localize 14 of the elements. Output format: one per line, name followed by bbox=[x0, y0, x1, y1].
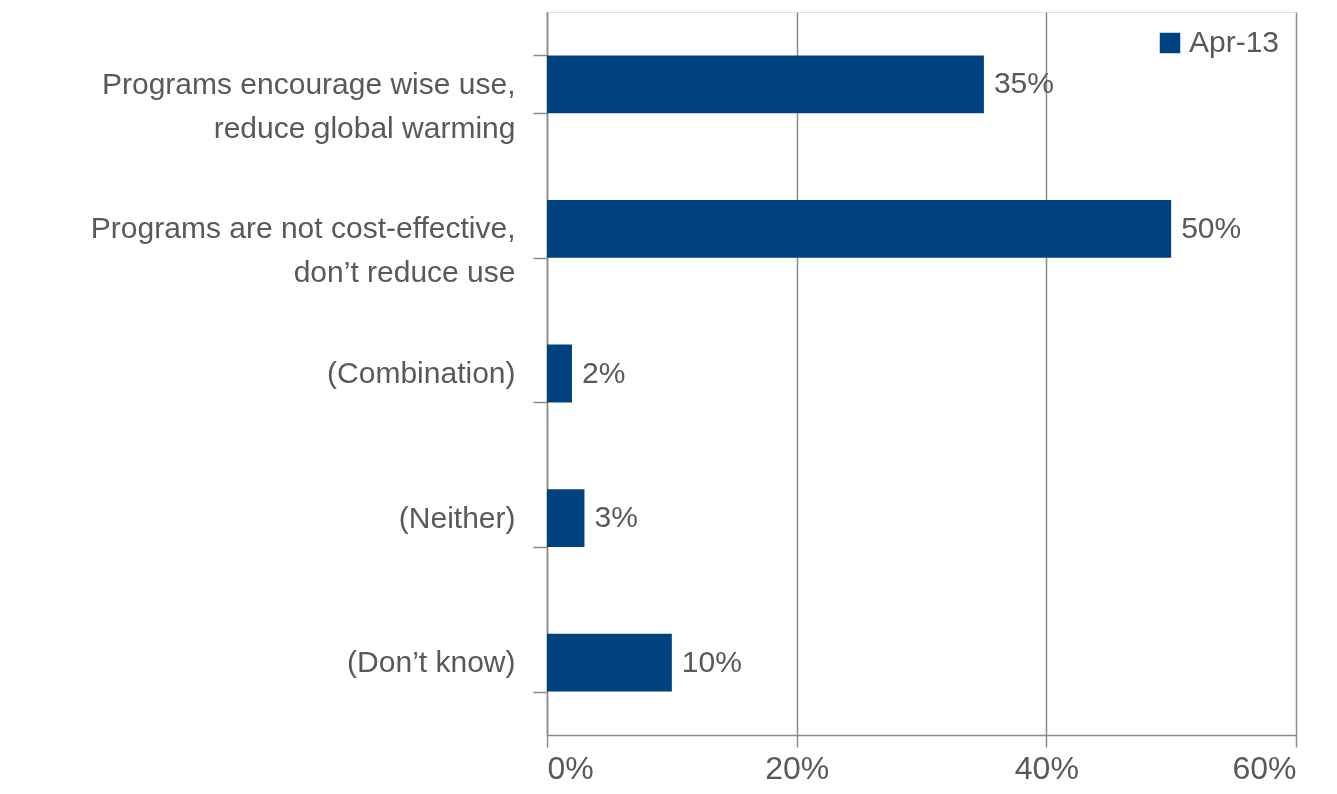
y-tick-label: Programs are not cost-effective, don’t reduce use bbox=[90, 211, 516, 289]
data-label: 10% bbox=[681, 644, 742, 678]
y-tick-label: (Combination) bbox=[327, 356, 516, 389]
legend-label: Apr-13 bbox=[1189, 25, 1280, 58]
y-tick-label: (Neither) bbox=[398, 500, 516, 534]
x-tick-label: 40% bbox=[1014, 749, 1079, 786]
data-label: 50% bbox=[1181, 210, 1242, 244]
data-label: 2% bbox=[581, 355, 626, 389]
data-label: 3% bbox=[594, 500, 638, 534]
y-tick-label: Programs encourage wise use, reduce global warming bbox=[101, 66, 516, 144]
x-tick-label: 0% bbox=[547, 749, 594, 786]
x-tick-label: 60% bbox=[1232, 749, 1297, 786]
x-tick-label: 20% bbox=[765, 749, 830, 786]
y-tick-label: (Don’t know) bbox=[347, 645, 516, 679]
